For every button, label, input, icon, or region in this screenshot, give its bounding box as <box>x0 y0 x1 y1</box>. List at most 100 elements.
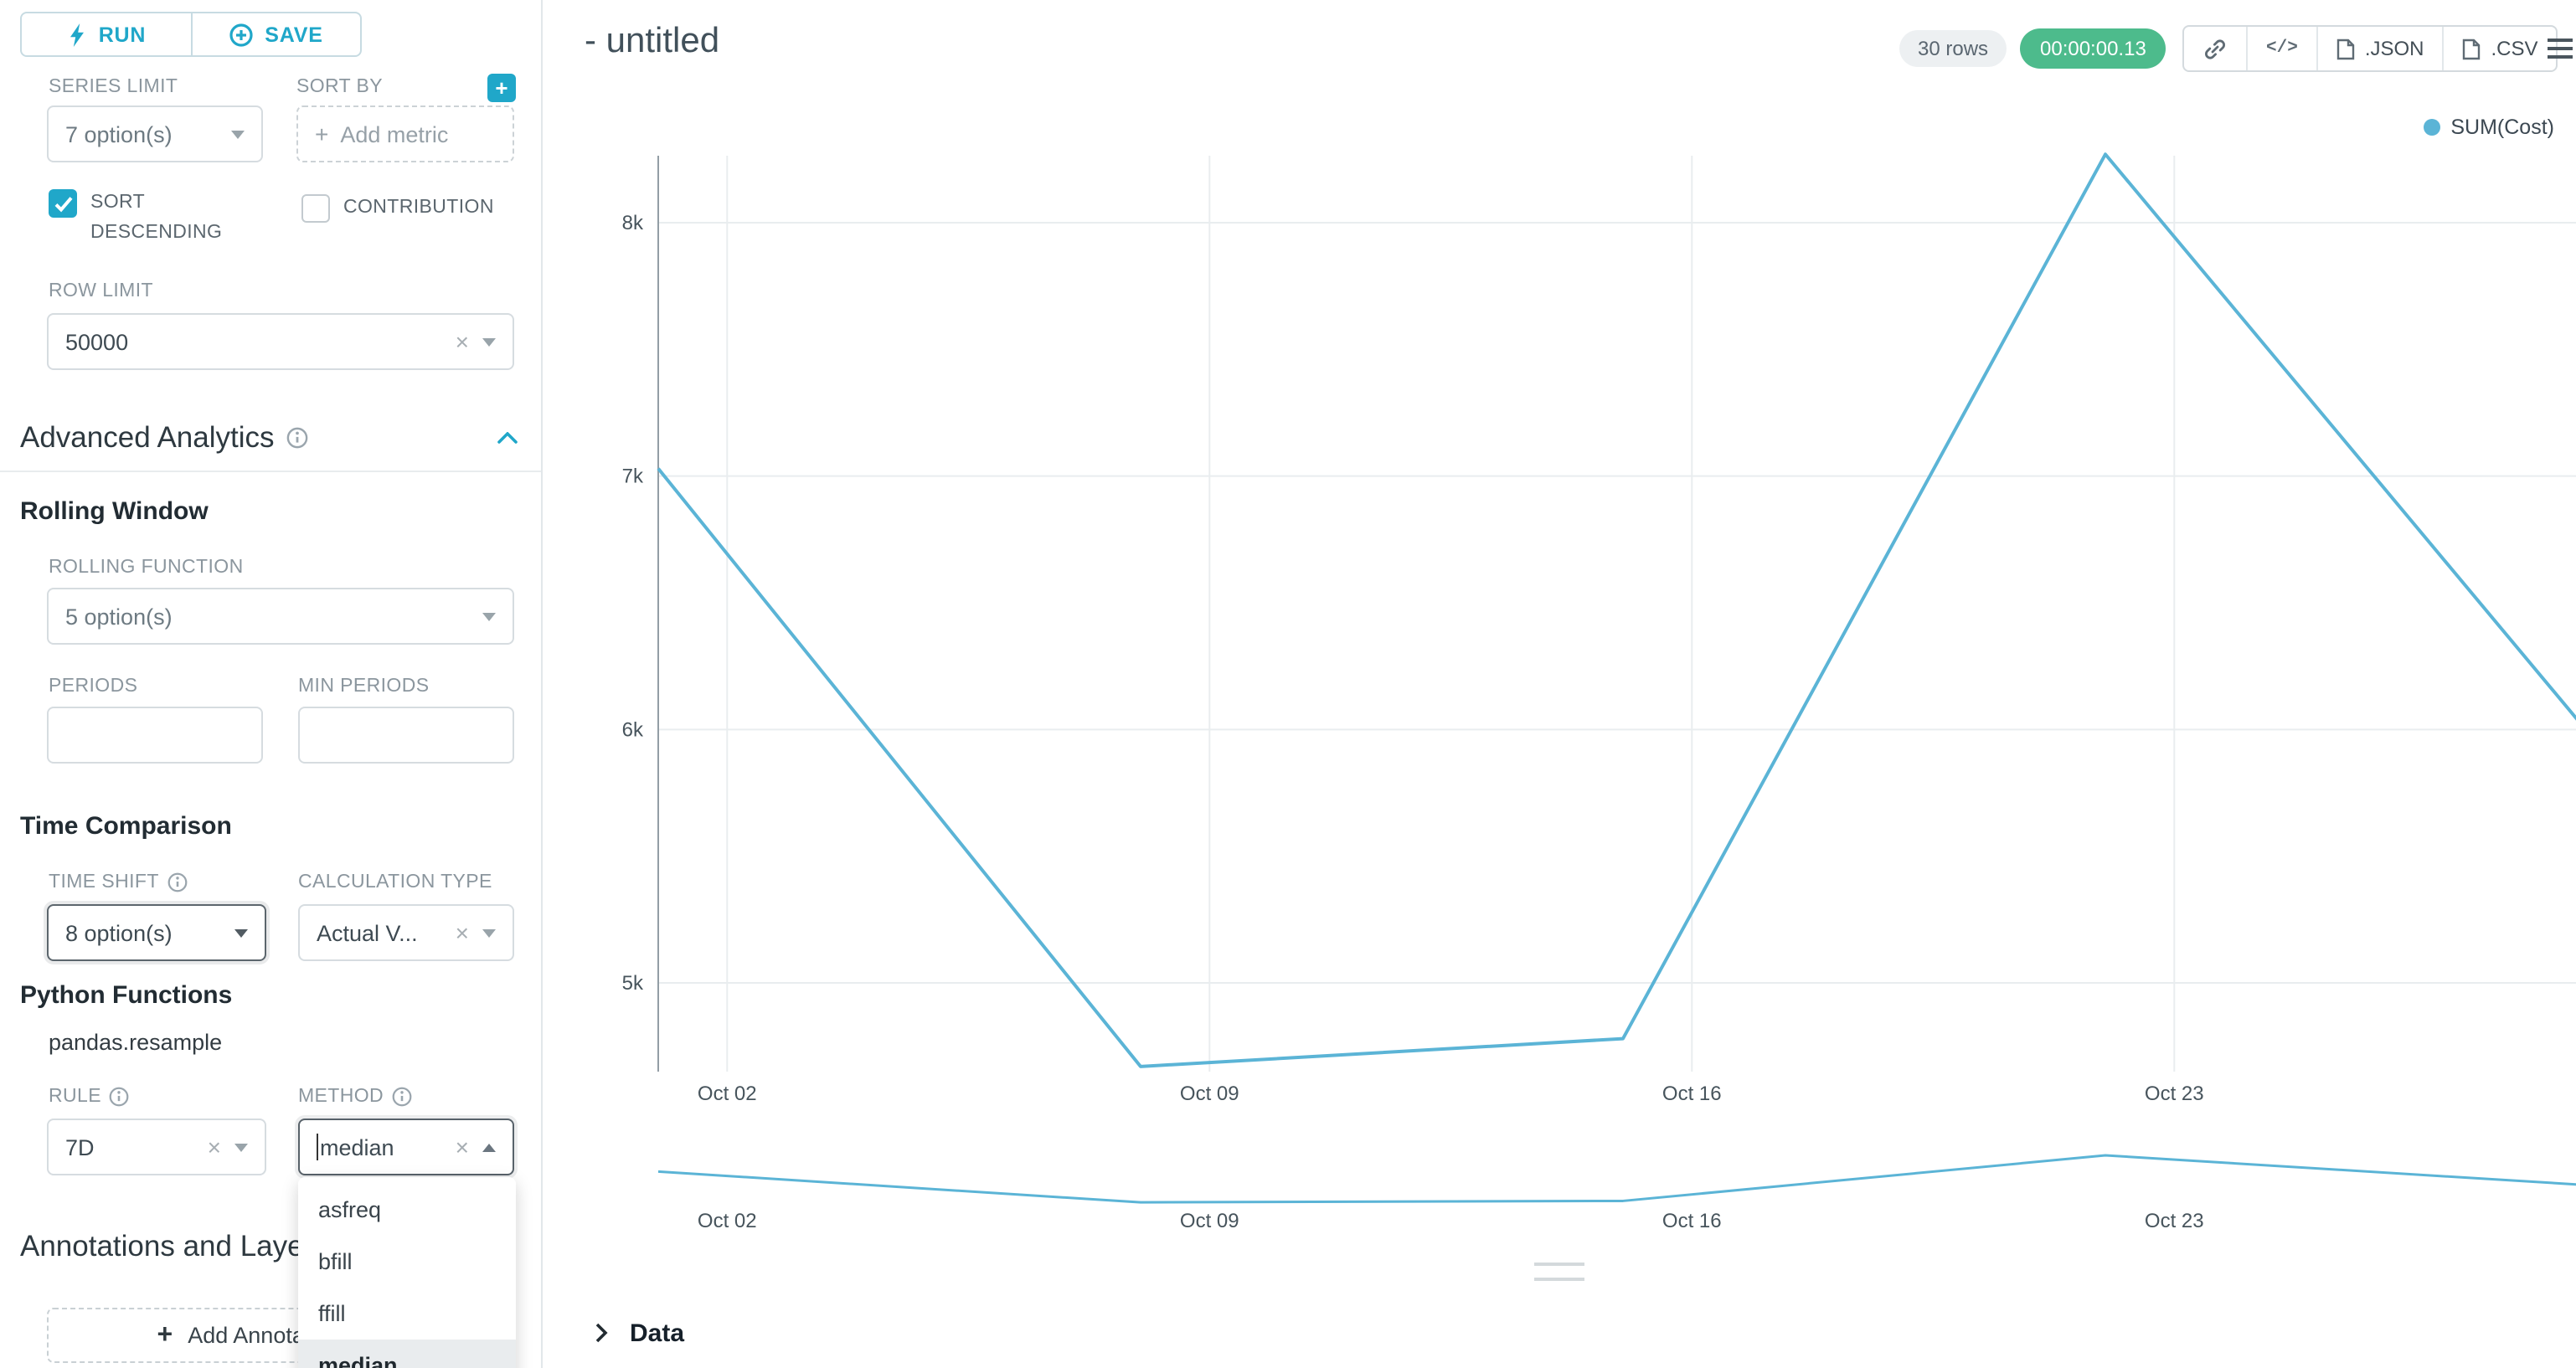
chevron-up-icon[interactable] <box>497 432 518 444</box>
sort-descending-checkbox[interactable]: SORT DESCENDING <box>49 189 266 249</box>
export-json-button[interactable]: .JSON <box>2316 27 2443 70</box>
chevron-down-icon <box>234 928 248 937</box>
method-label: METHOD <box>298 1087 412 1107</box>
rule-select[interactable]: 7D × <box>47 1119 266 1175</box>
contribution-label: CONTRIBUTION <box>343 198 494 218</box>
svg-text:8k: 8k <box>622 212 644 234</box>
method-label-text: METHOD <box>298 1087 384 1107</box>
data-panel-label: Data <box>630 1319 685 1347</box>
clear-icon[interactable]: × <box>455 919 469 946</box>
plus-circle-icon <box>229 23 253 46</box>
chart-panel: 8k 7k 6k 5k Oct 02 Oct 02 Oct 09 Oct 09 Oct 16 Oc… <box>543 0 2576 1368</box>
run-save-group: RUN SAVE <box>20 12 362 57</box>
embed-code-button[interactable]: </> <box>2246 27 2316 70</box>
clear-icon[interactable]: × <box>455 328 469 355</box>
periods-label: PERIODS <box>49 676 138 697</box>
data-panel-toggle[interactable]: Data <box>543 1298 2576 1368</box>
time-shift-label-text: TIME SHIFT <box>49 872 159 892</box>
lightning-icon <box>70 23 84 46</box>
pandas-resample-label: pandas.resample <box>49 1030 223 1055</box>
rolling-function-select[interactable]: 5 option(s) <box>47 588 514 645</box>
row-limit-label: ROW LIMIT <box>49 281 153 301</box>
method-option-median[interactable]: median <box>298 1340 516 1368</box>
link-icon <box>2205 39 2225 59</box>
method-option-asfreq[interactable]: asfreq <box>318 1197 382 1222</box>
chart-title[interactable]: - untitled <box>585 22 720 60</box>
sort-by-label: SORT BY <box>296 77 383 97</box>
save-button[interactable]: SAVE <box>191 13 360 55</box>
control-panel: RUN SAVE SERIES LIMIT SORT BY + 7 option… <box>0 0 543 1368</box>
sort-by-dropzone[interactable]: + Add metric <box>296 105 514 162</box>
rule-value: 7D <box>65 1134 95 1160</box>
advanced-analytics-header[interactable]: Advanced Analytics <box>20 420 518 455</box>
run-button[interactable]: RUN <box>22 13 191 55</box>
chevron-up-icon <box>482 1143 496 1151</box>
check-icon <box>54 196 72 212</box>
row-limit-select[interactable]: 50000 × <box>47 313 514 370</box>
clear-icon[interactable]: × <box>455 1134 469 1160</box>
rolling-function-label: ROLLING FUNCTION <box>49 558 244 578</box>
row-limit-value: 50000 <box>65 329 129 354</box>
sort-by-placeholder: Add metric <box>340 121 449 147</box>
section-divider <box>0 471 541 472</box>
legend-label: SUM(Cost) <box>2450 116 2554 139</box>
row-count-badge: 30 rows <box>1899 30 2007 67</box>
chevron-down-icon <box>482 928 496 937</box>
method-combobox[interactable]: median × <box>298 1119 514 1175</box>
min-periods-label: MIN PERIODS <box>298 676 430 697</box>
code-icon: </> <box>2266 39 2298 59</box>
calculation-type-select[interactable]: Actual V... × <box>298 904 514 961</box>
series-limit-select[interactable]: 7 option(s) <box>47 105 263 162</box>
contribution-checkbox[interactable]: CONTRIBUTION <box>301 194 494 224</box>
svg-text:Oct 23: Oct 23 <box>2145 1210 2204 1232</box>
checkbox-unchecked-icon <box>301 194 330 223</box>
periods-input[interactable] <box>47 707 263 764</box>
info-icon <box>392 1087 412 1107</box>
add-metric-plus-button[interactable]: + <box>487 74 516 102</box>
svg-text:6k: 6k <box>622 718 644 741</box>
info-icon <box>167 872 188 892</box>
svg-text:Oct 02: Oct 02 <box>698 1210 757 1232</box>
chart-legend[interactable]: SUM(Cost) <box>2424 116 2554 139</box>
chevron-down-icon <box>482 337 496 346</box>
method-value: median <box>320 1134 394 1160</box>
svg-text:Oct 02: Oct 02 <box>698 1083 757 1105</box>
method-option-bfill[interactable]: bfill <box>318 1249 353 1274</box>
plus-icon: + <box>315 121 329 147</box>
legend-marker <box>2424 119 2441 136</box>
copy-link-button[interactable] <box>2184 27 2246 70</box>
run-label: RUN <box>98 23 147 46</box>
export-csv-button[interactable]: .CSV <box>2442 27 2557 70</box>
sort-descending-label: SORT DESCENDING <box>90 193 223 243</box>
chevron-down-icon <box>234 1143 248 1151</box>
time-comparison-title: Time Comparison <box>20 812 232 841</box>
python-functions-title: Python Functions <box>20 981 233 1010</box>
svg-text:Oct 09: Oct 09 <box>1180 1210 1239 1232</box>
chevron-down-icon <box>231 130 245 138</box>
line-chart[interactable]: 8k 7k 6k 5k Oct 02 Oct 02 Oct 09 Oct 09 Oct 16 Oc… <box>543 0 2576 1368</box>
svg-text:Oct 23: Oct 23 <box>2145 1083 2204 1105</box>
clear-icon[interactable]: × <box>207 1134 221 1160</box>
calculation-type-label: CALCULATION TYPE <box>298 872 492 892</box>
series-limit-label: SERIES LIMIT <box>49 77 178 97</box>
rolling-window-title: Rolling Window <box>20 497 209 526</box>
hamburger-icon <box>2547 47 2572 50</box>
advanced-analytics-title: Advanced Analytics <box>20 420 275 454</box>
annotations-header[interactable]: Annotations and Layers <box>20 1229 328 1263</box>
min-periods-input[interactable] <box>298 707 514 764</box>
method-option-ffill[interactable]: ffill <box>318 1301 346 1326</box>
svg-text:5k: 5k <box>622 972 644 995</box>
resize-handle[interactable] <box>1534 1263 1584 1281</box>
rule-label-text: RULE <box>49 1087 101 1107</box>
info-icon <box>286 427 307 449</box>
time-shift-select[interactable]: 8 option(s) <box>47 904 266 961</box>
info-icon <box>110 1087 130 1107</box>
time-shift-value: 8 option(s) <box>65 920 173 945</box>
series-limit-value: 7 option(s) <box>65 121 173 147</box>
file-icon <box>2463 38 2481 59</box>
export-actions: </> .JSON .CSV <box>2182 25 2558 72</box>
svg-text:7k: 7k <box>622 465 644 488</box>
chevron-down-icon <box>482 612 496 620</box>
method-dropdown-menu: asfreq bfill ffill median <box>298 1177 516 1368</box>
menu-button[interactable] <box>2539 30 2576 67</box>
